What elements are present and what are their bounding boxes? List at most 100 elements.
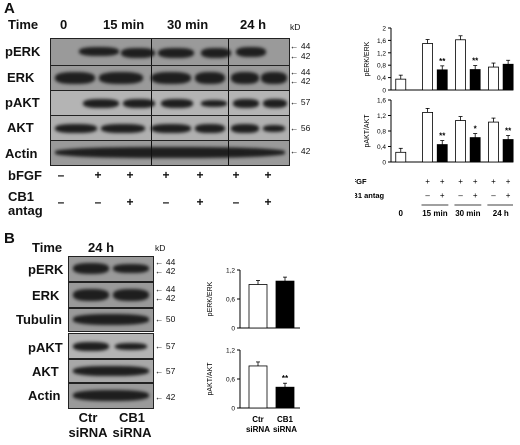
y-axis-label: pERK/ERK [207, 281, 214, 316]
time-label-b: Time [32, 240, 63, 255]
kd-label: kD [290, 22, 301, 32]
blot-erk-b [68, 282, 154, 308]
treatment-sign: – [94, 195, 102, 209]
panel-a-letter: A [4, 0, 15, 17]
y-tick-label: 0,8 [377, 129, 386, 136]
bar [395, 151, 407, 163]
mw-tubulin-b-50: ← 50 [155, 314, 176, 324]
y-tick-label: 1,2 [226, 268, 235, 275]
treatment-sign: + [473, 191, 478, 200]
treatment-sign: – [458, 191, 463, 200]
treatment-sign: – [491, 191, 496, 200]
mw-erk-b-44: ← 44 [155, 284, 176, 294]
treatment-sign: + [126, 195, 134, 209]
bar [275, 386, 295, 409]
treatment-bfgf-label: bFGF [355, 177, 367, 186]
kd-label-b: kD [155, 243, 166, 253]
treatment-sign: + [196, 168, 204, 182]
time-point-30min: 30 min [167, 17, 209, 32]
mw-erk-42: ← 42 [290, 76, 311, 86]
blot-pakt-b [68, 333, 154, 359]
mw-actin-42: ← 42 [290, 146, 311, 156]
significance-label: * [474, 125, 478, 134]
y-axis-label: pERK/ERK [364, 41, 371, 76]
row-label-akt-b: AKT [32, 364, 59, 379]
significance-label: ** [439, 57, 446, 66]
bar [502, 139, 514, 163]
bar [502, 63, 514, 91]
row-label-perk-b: pERK [28, 262, 64, 277]
chart-b: 0 0,6 1,2 pERK/ERK 0 0,6 1,2 pAKT/AKT ** CtrsiRN… [207, 268, 300, 434]
blot-akt [50, 115, 290, 142]
treatment-sign: – [162, 195, 170, 209]
y-tick-label: 0,8 [377, 63, 386, 70]
bar [488, 66, 499, 91]
bar [455, 39, 466, 91]
x-category-label: siRNA [246, 425, 270, 434]
lane-label-ctr: Ctr siRNA [68, 410, 108, 440]
y-axis-label: pAKT/AKT [364, 114, 371, 148]
bar [488, 121, 499, 163]
mw-perk-b-44: ← 44 [155, 257, 176, 267]
time-point-24h: 24 h [240, 17, 267, 32]
y-tick-label: 0,4 [377, 75, 386, 82]
blot-erk [50, 65, 290, 92]
chart-b-perk-erk: 0 0,6 1,2 pERK/ERK [207, 268, 300, 333]
y-tick-label: 0,6 [226, 297, 235, 304]
y-tick-label: 1,2 [377, 50, 386, 57]
bar [469, 69, 481, 91]
mw-pakt-57: ← 57 [290, 97, 311, 107]
row-label-pakt-b: pAKT [28, 340, 63, 355]
blot-akt-b [68, 359, 154, 383]
y-tick-label: 0 [382, 160, 386, 167]
row-label-pakt: pAKT [5, 95, 40, 110]
chart-a: 0 0,4 0,8 1,2 1,6 2 pERK/ERK ** ** 0 0,4 0,8 1,2 1,6… [355, 26, 514, 218]
bar [248, 284, 268, 329]
y-tick-label: 1,2 [226, 348, 235, 355]
treatment-sign: + [126, 168, 134, 182]
y-tick-label: 0 [231, 326, 235, 333]
treatment-sign: + [440, 177, 445, 186]
bar [275, 280, 295, 329]
blot-perk [50, 38, 290, 67]
mw-perk-44: ← 44 [290, 41, 311, 51]
bar [436, 69, 448, 91]
blot-tubulin-b [68, 308, 154, 332]
bar [395, 78, 407, 91]
row-label-akt: AKT [7, 120, 34, 135]
row-label-perk: pERK [5, 44, 41, 59]
bar [422, 43, 433, 91]
mw-akt-56: ← 56 [290, 123, 311, 133]
treatment-cb1-label: CB1 antag [355, 191, 385, 200]
group-label: 24 h [493, 209, 509, 218]
group-label: 15 min [422, 209, 447, 218]
bar [469, 137, 481, 163]
mw-perk-42: ← 42 [290, 51, 311, 61]
treatment-sign: + [473, 177, 478, 186]
y-tick-label: 0 [231, 406, 235, 413]
y-tick-label: 2 [382, 26, 386, 33]
row-label-erk: ERK [7, 70, 35, 85]
y-tick-label: 1,2 [377, 113, 386, 120]
treatment-cb1-label: CB1 antag [8, 189, 43, 218]
mw-erk-b-42: ← 42 [155, 293, 176, 303]
time-point-15min: 15 min [103, 17, 145, 32]
x-category-label: CB1 [277, 415, 294, 424]
mw-perk-b-42: ← 42 [155, 266, 176, 276]
blot-pakt [50, 90, 290, 117]
treatment-sign: + [425, 177, 430, 186]
treatment-sign: – [425, 191, 430, 200]
treatment-sign: + [458, 177, 463, 186]
significance-label: ** [282, 374, 289, 383]
mw-akt-b-57: ← 57 [155, 366, 176, 376]
significance-label: ** [439, 132, 446, 141]
mw-pakt-b-57: ← 57 [155, 341, 176, 351]
treatment-sign: + [491, 177, 496, 186]
panel-b-letter: B [4, 230, 15, 247]
mw-erk-44: ← 44 [290, 67, 311, 77]
group-label: 30 min [455, 209, 480, 218]
x-category-label: siRNA [273, 425, 297, 434]
treatment-sign: + [264, 195, 272, 209]
